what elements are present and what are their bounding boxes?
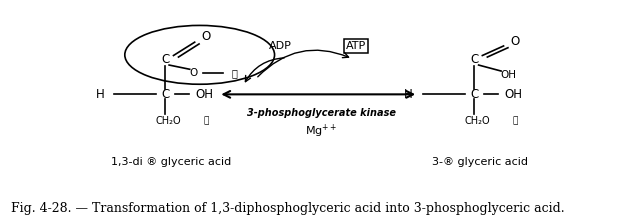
Text: C: C: [470, 54, 479, 66]
Text: 3-® glyceric acid: 3-® glyceric acid: [432, 157, 529, 167]
Text: OH: OH: [505, 88, 522, 101]
Text: 3-phosphoglycerate kinase: 3-phosphoglycerate kinase: [247, 108, 396, 118]
Text: Ⓟ: Ⓟ: [231, 68, 237, 78]
Text: OH: OH: [196, 88, 213, 101]
Text: Ⓟ: Ⓟ: [512, 117, 517, 125]
Text: O: O: [189, 68, 198, 78]
Text: ADP: ADP: [270, 40, 292, 51]
Text: O: O: [510, 35, 519, 48]
Text: OH: OH: [500, 70, 517, 81]
Text: CH₂O: CH₂O: [155, 116, 182, 126]
Text: Fig. 4-28. — Transformation of 1,3-diphosphoglyceric acid into 3-phosphoglyceric: Fig. 4-28. — Transformation of 1,3-dipho…: [11, 202, 565, 215]
Text: Ⓟ: Ⓟ: [203, 117, 208, 125]
Text: 1,3-di ® glyceric acid: 1,3-di ® glyceric acid: [112, 157, 232, 167]
Text: H: H: [404, 88, 413, 101]
Text: CH₂O: CH₂O: [464, 116, 490, 126]
Text: H: H: [95, 88, 104, 101]
Text: C: C: [470, 88, 479, 101]
Text: ATP: ATP: [346, 40, 366, 51]
Text: O: O: [202, 30, 210, 43]
Text: C: C: [161, 54, 170, 66]
Text: Mg$^{++}$: Mg$^{++}$: [305, 122, 338, 140]
Text: C: C: [161, 88, 170, 101]
